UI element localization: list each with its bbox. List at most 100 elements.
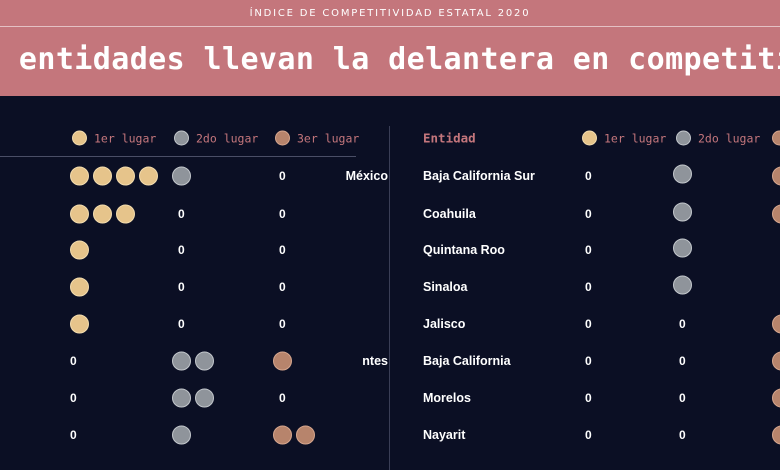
left-row-4-first-cell bbox=[70, 314, 89, 334]
left-row-4-second-cell: 0 bbox=[178, 317, 185, 331]
left-header-second-label: 2do lugar bbox=[196, 131, 259, 145]
gold-medal-icon bbox=[70, 277, 89, 297]
left-header-first-label: 1er lugar bbox=[94, 131, 157, 145]
silver-medal-icon bbox=[195, 351, 214, 371]
bronze-medal-icon bbox=[273, 425, 292, 445]
left-row-7-second-cell bbox=[172, 425, 191, 445]
right-row-1-second-cell bbox=[673, 202, 692, 222]
right-header-entity: Entidad bbox=[423, 130, 476, 146]
right-row-5-third-cell bbox=[772, 351, 780, 371]
right-row-7-second-cell: 0 bbox=[679, 428, 686, 442]
left-row-5-name: ntes bbox=[362, 354, 388, 368]
left-row-2-first-cell bbox=[70, 240, 89, 260]
medal-count: 0 bbox=[585, 169, 592, 183]
medal-count: 0 bbox=[585, 428, 592, 442]
bronze-medal-icon bbox=[772, 166, 780, 186]
left-header-second: 2do lugar bbox=[174, 130, 259, 146]
left-row-6-second-cell bbox=[172, 388, 214, 408]
left-row-0-second-cell bbox=[172, 166, 191, 186]
left-row-3-third-cell: 0 bbox=[279, 280, 286, 294]
medal-count: 0 bbox=[585, 391, 592, 405]
gold-medal-icon bbox=[70, 314, 89, 334]
gold-medal-icon bbox=[116, 204, 135, 224]
gold-medal-icon bbox=[139, 166, 158, 186]
bronze-medal-icon bbox=[772, 425, 780, 445]
silver-medal-icon bbox=[195, 388, 214, 408]
right-header-first-label: 1er lugar bbox=[604, 131, 667, 145]
silver-medal-icon bbox=[673, 275, 692, 295]
left-row-5-first-cell: 0 bbox=[70, 354, 77, 368]
kicker-divider bbox=[0, 26, 780, 27]
bronze-medal-icon bbox=[772, 314, 780, 334]
bronze-medal-icon bbox=[772, 204, 780, 224]
kicker-title: ÍNDICE DE COMPETITIVIDAD ESTATAL 2020 bbox=[249, 8, 531, 19]
gold-medal-icon bbox=[116, 166, 135, 186]
silver-medal-icon bbox=[673, 202, 692, 222]
medal-count: 0 bbox=[279, 317, 286, 331]
right-row-6-third-cell bbox=[772, 388, 780, 408]
left-row-3-first-cell bbox=[70, 277, 89, 297]
right-row-1-third-cell bbox=[772, 204, 780, 224]
silver-medal-icon bbox=[172, 388, 191, 408]
medal-count: 0 bbox=[178, 207, 185, 221]
left-row-5-third-cell bbox=[273, 351, 292, 371]
right-row-3-second-cell bbox=[673, 275, 692, 295]
silver-medal-icon bbox=[673, 164, 692, 184]
right-row-0-second-cell bbox=[673, 164, 692, 184]
left-row-6-first-cell: 0 bbox=[70, 391, 77, 405]
silver-medal-icon bbox=[172, 351, 191, 371]
gold-medal-icon bbox=[93, 204, 112, 224]
right-row-7-first-cell: 0 bbox=[585, 428, 592, 442]
gold-medal-icon bbox=[72, 130, 87, 146]
left-row-7-third-cell bbox=[273, 425, 315, 445]
right-row-1-first-cell: 0 bbox=[585, 207, 592, 221]
gold-medal-icon bbox=[582, 130, 597, 146]
right-row-2-second-cell bbox=[673, 238, 692, 258]
title-banner: ÍNDICE DE COMPETITIVIDAD ESTATAL 2020 e … bbox=[0, 0, 780, 96]
medal-count: 0 bbox=[178, 243, 185, 257]
medal-count: 0 bbox=[585, 243, 592, 257]
right-row-0-first-cell: 0 bbox=[585, 169, 592, 183]
headline: e entidades llevan la delantera en compe… bbox=[0, 42, 780, 77]
right-row-7-name: Nayarit bbox=[423, 428, 466, 442]
right-row-5-name: Baja California bbox=[423, 354, 511, 368]
medal-count: 0 bbox=[279, 243, 286, 257]
right-row-5-first-cell: 0 bbox=[585, 354, 592, 368]
medal-count: 0 bbox=[679, 354, 686, 368]
silver-medal-icon bbox=[673, 238, 692, 258]
left-row-7-first-cell: 0 bbox=[70, 428, 77, 442]
silver-medal-icon bbox=[676, 130, 691, 146]
right-header-third bbox=[772, 130, 780, 146]
left-row-0-name: México bbox=[345, 169, 388, 183]
gold-medal-icon bbox=[70, 240, 89, 260]
left-header-rule bbox=[0, 156, 356, 157]
right-header-second-label: 2do lugar bbox=[698, 131, 761, 145]
medal-count: 0 bbox=[585, 354, 592, 368]
medal-count: 0 bbox=[178, 317, 185, 331]
left-header-third-label: 3er lugar bbox=[297, 131, 360, 145]
left-row-5-second-cell bbox=[172, 351, 214, 371]
medal-count: 0 bbox=[585, 317, 592, 331]
right-row-5-second-cell: 0 bbox=[679, 354, 686, 368]
medal-count: 0 bbox=[279, 169, 286, 183]
left-row-4-third-cell: 0 bbox=[279, 317, 286, 331]
right-row-3-first-cell: 0 bbox=[585, 280, 592, 294]
bronze-medal-icon bbox=[275, 130, 290, 146]
silver-medal-icon bbox=[172, 425, 191, 445]
medal-count: 0 bbox=[585, 207, 592, 221]
medal-count: 0 bbox=[279, 280, 286, 294]
bronze-medal-icon bbox=[273, 351, 292, 371]
gold-medal-icon bbox=[70, 204, 89, 224]
bronze-medal-icon bbox=[772, 130, 780, 146]
left-row-0-first-cell bbox=[70, 166, 158, 186]
gold-medal-icon bbox=[93, 166, 112, 186]
left-row-3-second-cell: 0 bbox=[178, 280, 185, 294]
medal-count: 0 bbox=[679, 428, 686, 442]
left-row-1-first-cell bbox=[70, 204, 135, 224]
right-row-6-second-cell: 0 bbox=[679, 391, 686, 405]
right-header-first: 1er lugar bbox=[582, 130, 667, 146]
bronze-medal-icon bbox=[772, 388, 780, 408]
right-row-4-name: Jalisco bbox=[423, 317, 466, 331]
medal-count: 0 bbox=[178, 280, 185, 294]
right-row-0-third-cell bbox=[772, 166, 780, 186]
